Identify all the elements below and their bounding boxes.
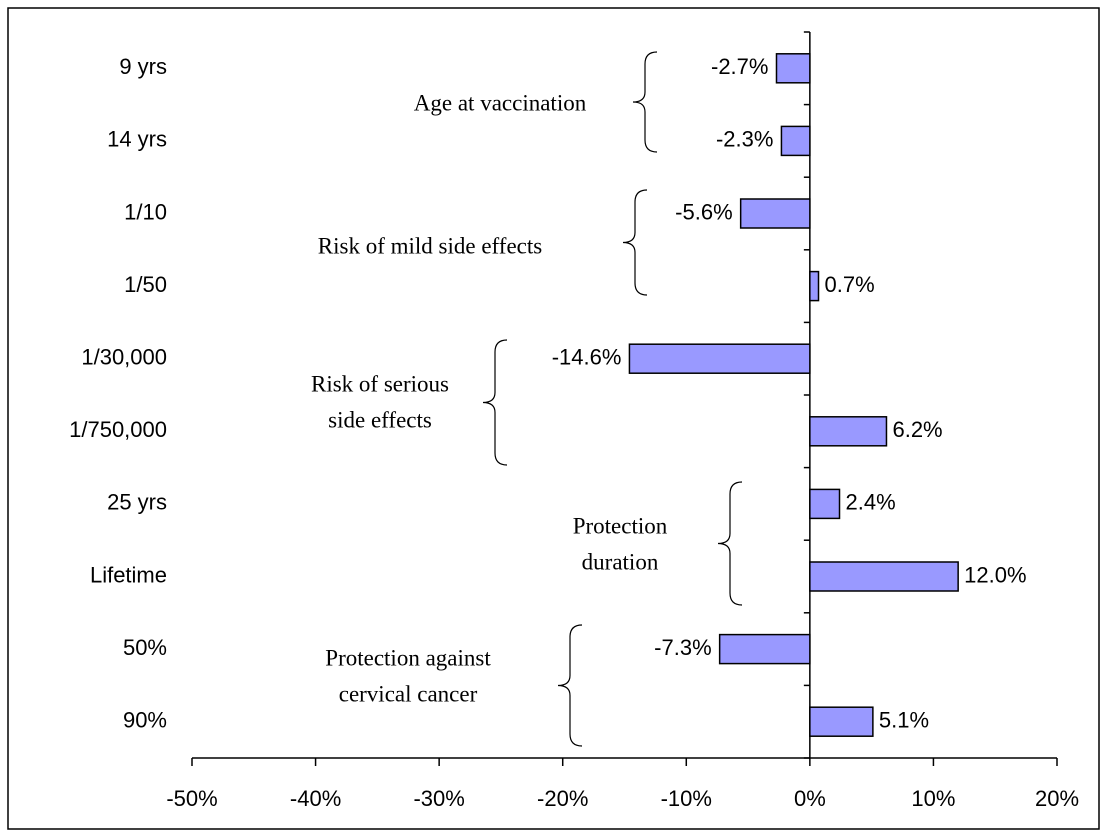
value-label: 6.2% [892,417,942,442]
value-label: 2.4% [846,490,896,515]
bar [718,633,811,665]
value-label: -5.6% [675,199,732,224]
value-label: 12.0% [964,562,1026,587]
brace [557,624,583,747]
bar [809,706,874,737]
value-label: -14.6% [552,345,622,370]
annotation: duration [582,549,659,574]
chart-border [7,7,1100,830]
y-tick-label: 9 yrs [119,54,167,79]
value-label: 0.7% [825,272,875,297]
annotation: Risk of serious [311,371,449,396]
y-tick-label: 14 yrs [107,127,167,152]
value-label: -2.3% [716,127,773,152]
brace [632,51,658,153]
x-tick-label: -10% [661,786,712,811]
y-tick-label: 90% [123,708,167,733]
y-tick-label: 1/750,000 [69,417,167,442]
y-tick-label: 50% [123,635,167,660]
brace [482,339,508,466]
y-tick-label: 1/10 [124,199,167,224]
x-tick-label: 0% [794,786,826,811]
annotation: Protection against [325,645,491,670]
value-label: 5.1% [879,708,929,733]
annotation: Risk of mild side effects [318,233,542,258]
y-tick-label: 1/50 [124,272,167,297]
annotation: Age at vaccination [414,90,587,115]
brace [622,189,648,296]
bar [809,270,820,302]
x-tick-label: -40% [290,786,341,811]
y-tick-label: 1/30,000 [81,345,167,370]
x-tick-label: -20% [537,786,588,811]
value-label: -7.3% [654,635,711,660]
x-tick-label: -50% [166,786,217,811]
bar [809,416,888,447]
x-tick-label: 10% [911,786,955,811]
x-tick-label: -30% [413,786,464,811]
bar [809,488,841,520]
value-label: -2.7% [711,54,768,79]
brace [717,481,743,606]
bar [775,53,811,84]
bar [809,561,959,592]
bar [780,125,811,157]
annotation: side effects [328,407,432,432]
y-tick-label: 25 yrs [107,490,167,515]
y-tick-label: Lifetime [90,562,167,587]
x-tick-label: 20% [1035,786,1079,811]
annotation: Protection [573,513,668,538]
bar [628,343,811,374]
bar [739,198,811,229]
annotation: cervical cancer [339,681,478,706]
